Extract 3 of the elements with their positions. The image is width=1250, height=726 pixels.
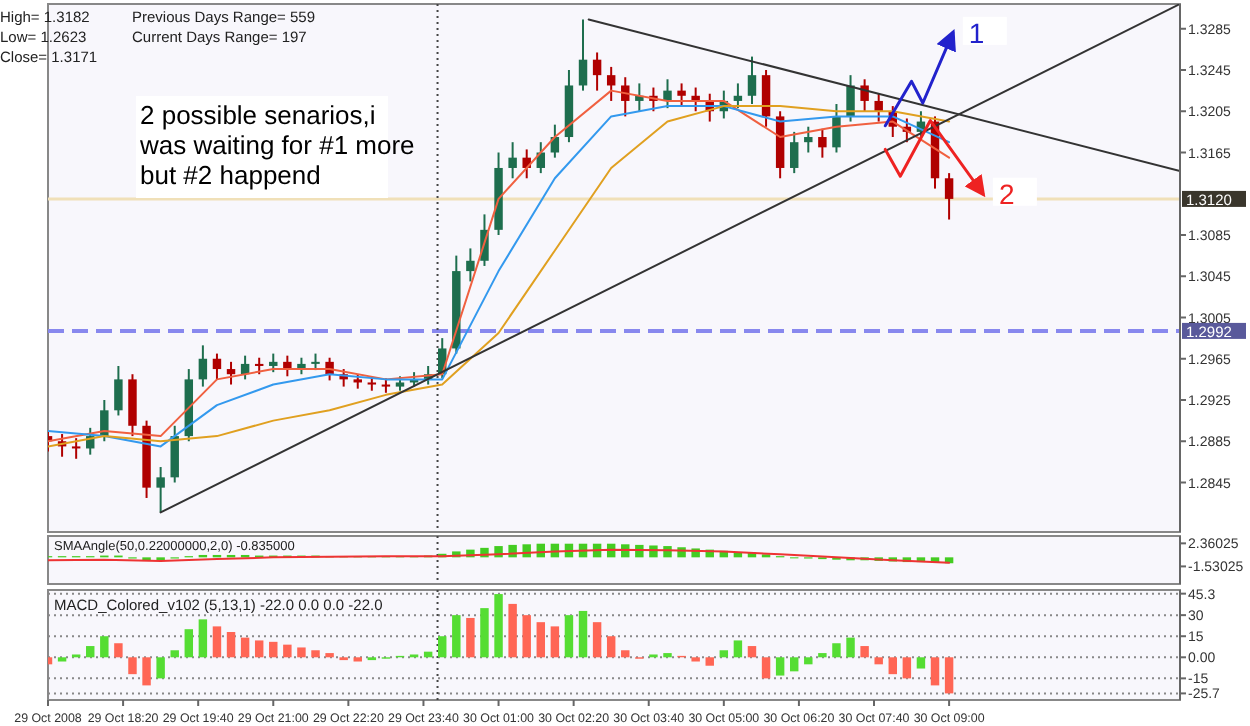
series-label: 2 <box>998 177 1015 210</box>
series-label: 1 <box>968 16 985 49</box>
annotation: 2 possible senarios,i was waiting for #1 more but #2 happend <box>138 100 415 190</box>
